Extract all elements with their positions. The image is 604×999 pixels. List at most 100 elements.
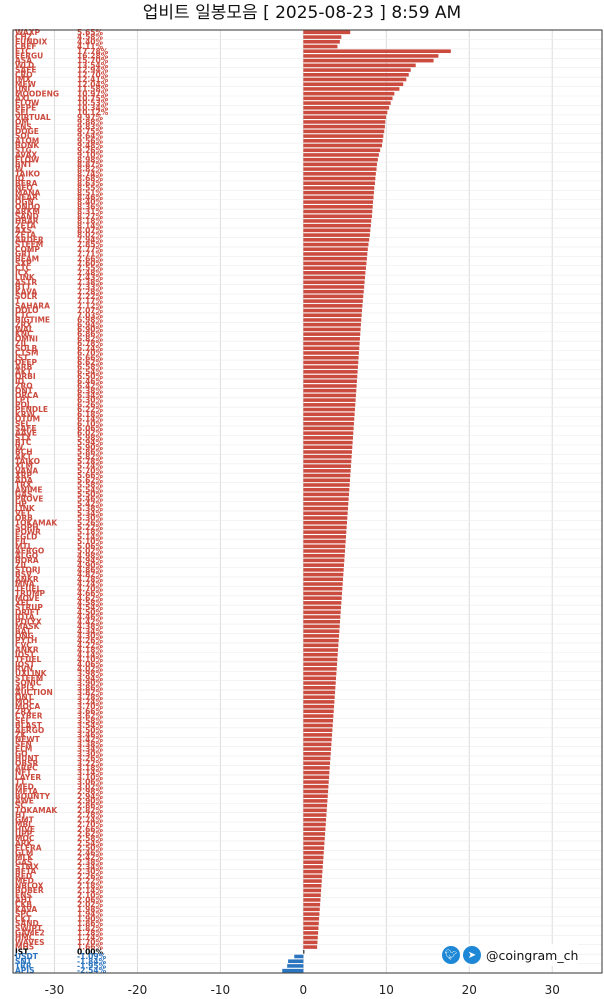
change-label: 16.28% [77, 52, 109, 61]
bar-pendle [303, 407, 355, 412]
change-label: 2.82% [77, 806, 104, 815]
ticker-label: STRUP [15, 603, 43, 612]
change-label: 6.78% [77, 339, 104, 348]
bar-anime [303, 487, 350, 492]
ticker-label: OMNI [15, 334, 38, 343]
ticker-label: HT [15, 811, 27, 820]
ticker-label: CHZ [15, 33, 33, 42]
ticker-label: XRP [15, 471, 33, 480]
change-label: 4.38% [77, 622, 104, 631]
bar-atom [303, 139, 383, 143]
change-label: 4.34% [77, 627, 104, 636]
ticker-label: IOST [15, 660, 36, 669]
ticker-label: T [15, 297, 21, 306]
change-label: 2.46% [77, 848, 104, 857]
x-tick-label: 0 [300, 983, 308, 997]
change-label: 6.86% [77, 330, 104, 339]
change-label: 7.22% [77, 292, 104, 301]
ticker-label: AKT [15, 452, 33, 461]
change-label: 2.30% [77, 867, 104, 876]
x-tick-label: 10 [379, 983, 394, 997]
change-label: 5.22% [77, 523, 104, 532]
ticker-label: AERGO [15, 726, 44, 735]
change-label: 12.41% [77, 75, 109, 84]
bar-aergo [303, 728, 333, 732]
plot-frame [12, 29, 603, 974]
bar-steem [303, 242, 369, 247]
bar-gmt [303, 817, 327, 822]
bar-bigtime [303, 318, 362, 322]
ticker-label: HP [15, 499, 27, 508]
change-label: 5.54% [77, 485, 104, 494]
change-label: 6.22% [77, 405, 104, 414]
change-label: 3.54% [77, 721, 104, 730]
change-label: 5.50% [77, 490, 104, 499]
ticker-label: ZETA [15, 221, 36, 230]
ticker-label: ASTR [15, 278, 37, 287]
bar-trx [303, 483, 350, 487]
change-label: 3.70% [77, 702, 104, 711]
bar-meta [303, 789, 329, 794]
ticker-label: SEI [15, 108, 29, 117]
change-label: 4.18% [77, 646, 104, 655]
change-label: 1.66% [77, 943, 104, 952]
ticker-label: AERGO [15, 547, 44, 556]
ticker-label: PENDLE [15, 405, 48, 414]
bar-tokamak [303, 808, 327, 813]
change-label: 3.62% [77, 712, 104, 721]
bar-zrx [303, 709, 334, 714]
ticker-label: BSV [15, 570, 32, 579]
bar-gas [303, 492, 349, 497]
bar-orca [303, 393, 356, 398]
change-label: 7.77% [77, 245, 104, 254]
change-label: -1.95% [77, 962, 107, 971]
change-label: 5.94% [77, 438, 104, 447]
change-label: 3.18% [77, 763, 104, 772]
x-tick-label: 20 [462, 983, 477, 997]
ticker-label: SEL [15, 419, 31, 428]
ticker-label: MOC [15, 834, 35, 843]
ticker-label: RVN [15, 664, 33, 673]
telegram-icon[interactable]: ➤ [463, 946, 481, 964]
bar-steem [303, 676, 337, 681]
bar-iost [303, 662, 338, 666]
bar-ctc [303, 313, 362, 318]
bar-layer [303, 775, 330, 780]
ticker-label: ETC [15, 47, 31, 56]
bar-zeta [303, 223, 371, 228]
change-label: 2.14% [77, 886, 104, 895]
ticker-label: MTL [15, 542, 33, 551]
change-label: 4.86% [77, 565, 104, 574]
change-label: 4.54% [77, 603, 104, 612]
ticker-label: XLM [15, 462, 33, 471]
chart-title: 업비트 일봉모음 [ 2025-08-23 ] 8:59 AM [142, 3, 462, 23]
change-label: 2.06% [77, 896, 104, 905]
bar-astr [303, 280, 365, 285]
change-label: 9.64% [77, 132, 104, 141]
bar-vana [303, 469, 351, 473]
change-label: 2.42% [77, 853, 104, 862]
ticker-label: AAVE [15, 429, 37, 438]
change-label: 3.78% [77, 693, 104, 702]
change-label: 5.46% [77, 495, 104, 504]
twitter-icon[interactable]: 🐦︎ [442, 946, 460, 964]
change-label: 4.94% [77, 556, 104, 565]
ticker-label: EGLD [15, 532, 37, 541]
ticker-label: ZRO [15, 382, 33, 391]
ticker-label: KAVA [15, 287, 37, 296]
bar-beta [303, 869, 323, 874]
ticker-label: MOVE [15, 594, 40, 603]
change-label: 2.74% [77, 815, 104, 824]
change-label: 3.30% [77, 749, 104, 758]
change-label: 4.62% [77, 594, 104, 603]
bar-iota [303, 615, 341, 619]
ticker-label: MOC [15, 697, 35, 706]
bar-med [303, 784, 329, 789]
bar-game2 [303, 931, 319, 935]
ticker-label: GAS [15, 490, 32, 499]
change-label: 9.97% [77, 113, 104, 122]
change-label: 9.83% [77, 122, 104, 131]
ticker-label: ORB [15, 514, 33, 523]
bar-link [303, 506, 348, 511]
